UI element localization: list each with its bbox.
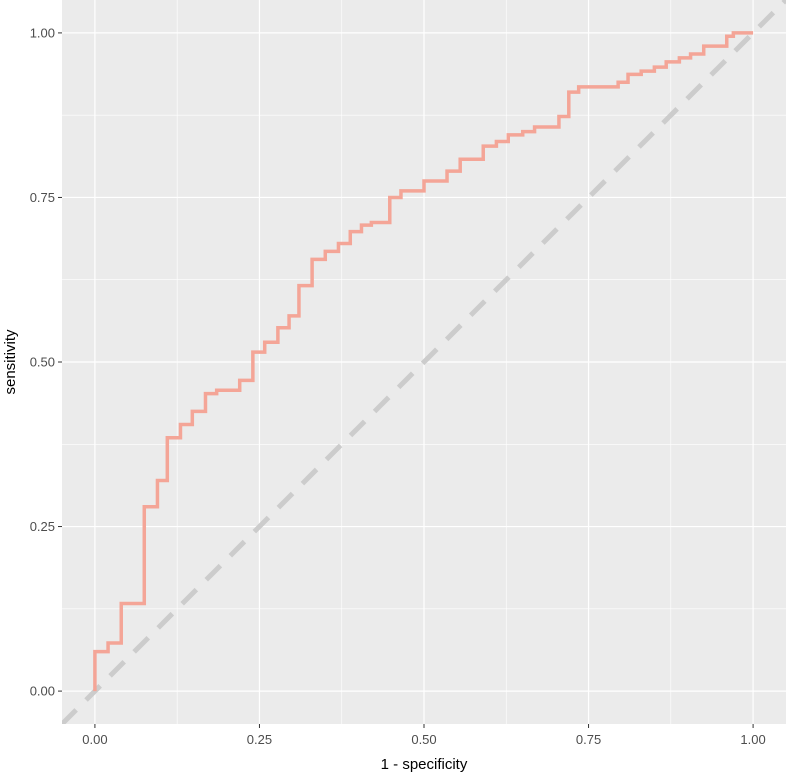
- reference-diagonal-line: [62, 0, 786, 724]
- x-axis: 0.00 0.25 0.50 0.75 1.00: [82, 724, 766, 747]
- x-tick-label: 0.75: [576, 732, 601, 747]
- y-tick-label: 0.75: [30, 190, 55, 205]
- y-tick-label: 1.00: [30, 25, 55, 40]
- roc-curve-line: [93, 31, 754, 692]
- x-axis-title: 1 - specificity: [381, 756, 468, 773]
- x-tick-label: 1.00: [740, 732, 765, 747]
- x-tick-label: 0.00: [82, 732, 107, 747]
- y-tick-label: 0.25: [30, 519, 55, 534]
- y-axis-title: sensitivity: [2, 329, 19, 395]
- series-layer: [62, 0, 786, 724]
- y-tick-label: 0.00: [30, 684, 55, 699]
- x-tick-label: 0.25: [247, 732, 272, 747]
- y-axis: 0.00 0.25 0.50 0.75 1.00: [30, 25, 62, 699]
- x-tick-label: 0.50: [411, 732, 436, 747]
- y-tick-label: 0.50: [30, 355, 55, 370]
